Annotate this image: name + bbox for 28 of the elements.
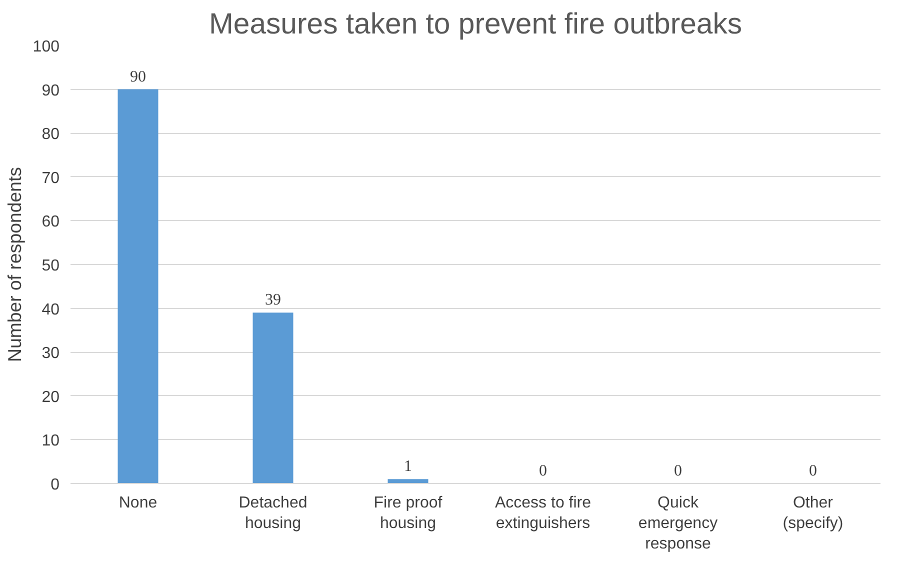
- y-tick-label: 70: [42, 170, 60, 187]
- bar: [118, 89, 158, 484]
- data-label: 90: [130, 68, 146, 86]
- x-tick-label: Other (specify): [782, 494, 844, 532]
- y-tick-label: 60: [42, 214, 60, 231]
- y-tick-label: 40: [42, 301, 60, 318]
- x-tick-label: Quick emergency response: [638, 494, 718, 552]
- y-tick-label: 50: [42, 258, 60, 274]
- data-label: 0: [539, 462, 547, 480]
- x-tick-label: Fire proof housing: [374, 494, 443, 532]
- x-tick-label: None: [118, 494, 158, 512]
- chart-title: Measures taken to prevent fire outbreaks: [208, 8, 742, 40]
- y-axis-title: Number of respondents: [4, 167, 25, 362]
- data-label: 0: [674, 462, 682, 480]
- y-tick-label: 80: [42, 126, 60, 144]
- y-tick-label: 100: [32, 38, 60, 56]
- data-label: 0: [809, 462, 817, 480]
- bar: [388, 479, 428, 484]
- bar: [252, 312, 294, 484]
- data-label: 39: [265, 292, 281, 309]
- x-tick-label: Access to fire extinguishers: [494, 494, 592, 532]
- y-tick-label: 0: [50, 476, 60, 494]
- y-tick-label: 90: [42, 82, 60, 100]
- y-tick-label: 20: [42, 388, 60, 406]
- y-tick-label: 10: [42, 432, 60, 450]
- data-label: 1: [404, 458, 412, 476]
- y-tick-label: 30: [42, 345, 60, 362]
- x-tick-label: Detached housing: [238, 494, 308, 532]
